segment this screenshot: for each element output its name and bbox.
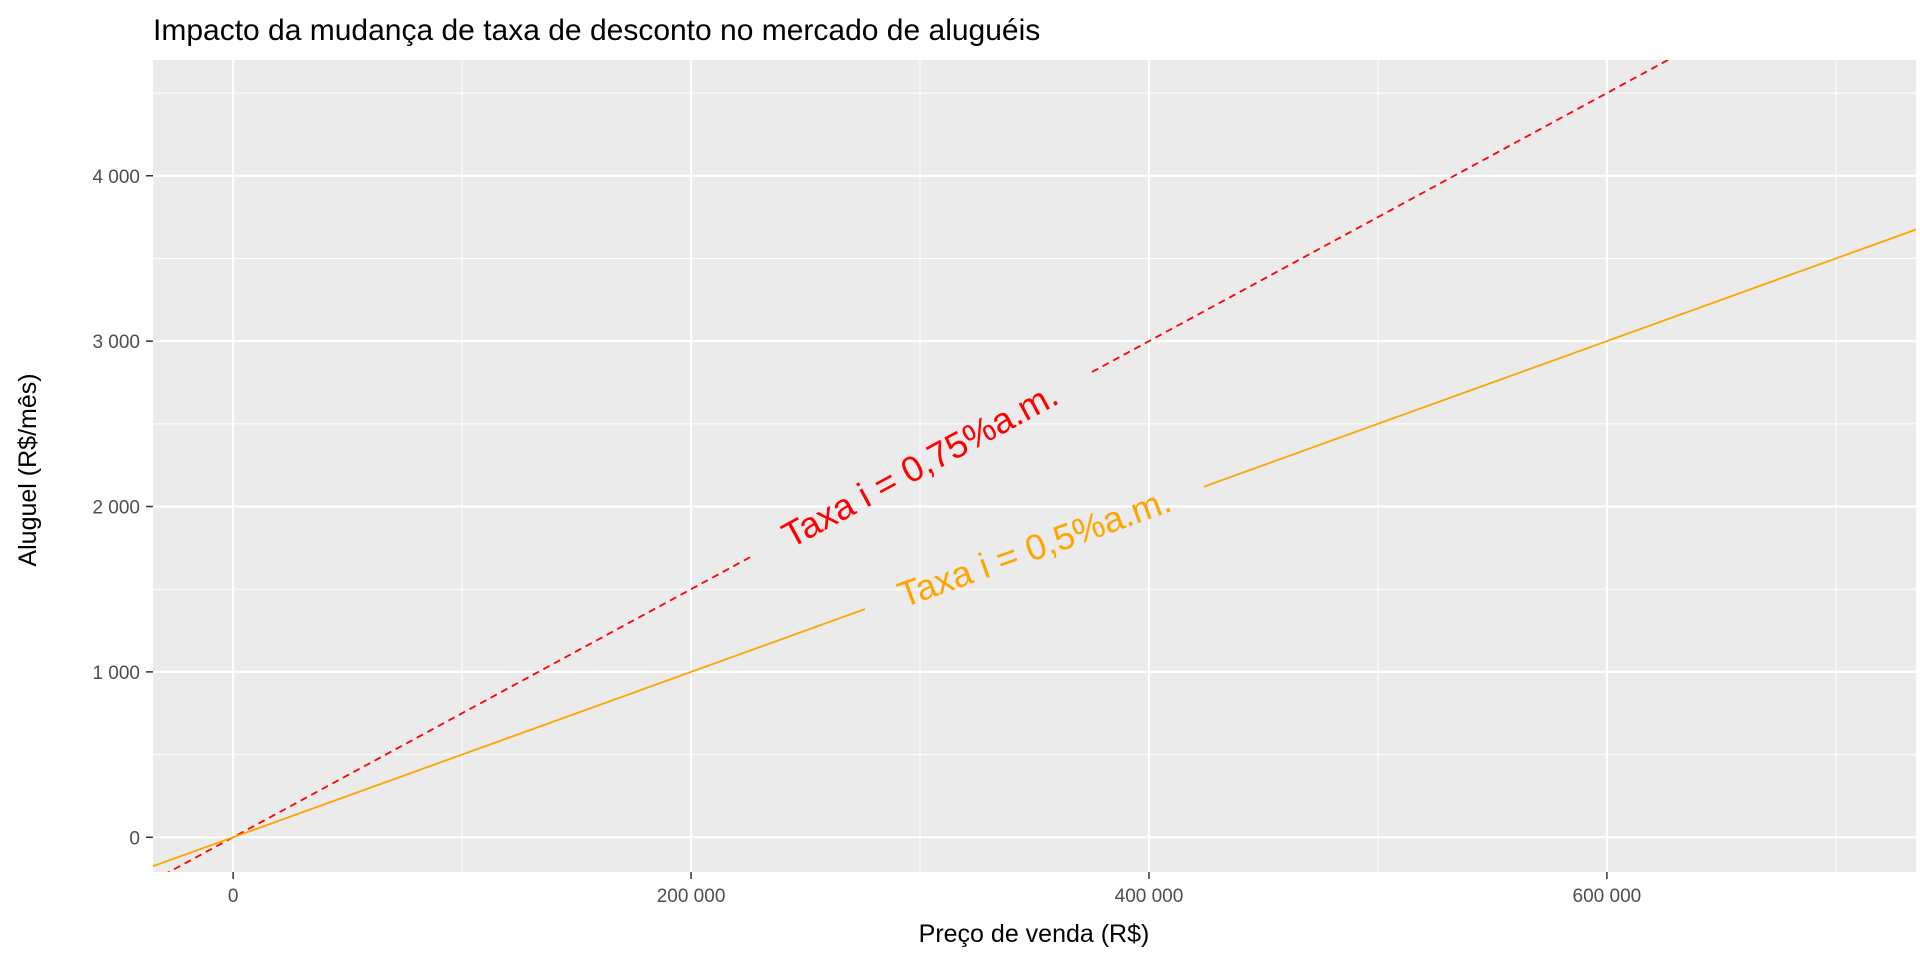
x-tick-label: 600 000	[1573, 886, 1642, 907]
plot-panel	[153, 60, 1916, 872]
y-tick-label: 1 000	[92, 663, 140, 684]
chart-title: Impacto da mudança de taxa de desconto n…	[153, 14, 1040, 47]
series-lines	[153, 60, 1916, 872]
y-tick-label: 3 000	[92, 332, 140, 353]
x-tick-label: 0	[228, 886, 239, 907]
y-axis: 0 1 000 2 000 3 000 4 000	[92, 167, 153, 849]
series-line-0	[167, 60, 1670, 872]
x-axis: 0 200 000 400 000 600 000	[228, 872, 1641, 907]
y-tick-label: 2 000	[92, 498, 140, 519]
grid-minor	[153, 60, 1916, 872]
y-tick-label: 4 000	[92, 167, 140, 188]
y-tick-label: 0	[129, 828, 140, 849]
y-axis-title: Aluguel (R$/mês)	[14, 373, 42, 566]
grid-major	[153, 60, 1916, 872]
x-tick-label: 200 000	[657, 886, 726, 907]
x-axis-title: Preço de venda (R$)	[919, 920, 1150, 948]
series-line-1	[153, 228, 1916, 868]
x-tick-label: 400 000	[1115, 886, 1184, 907]
